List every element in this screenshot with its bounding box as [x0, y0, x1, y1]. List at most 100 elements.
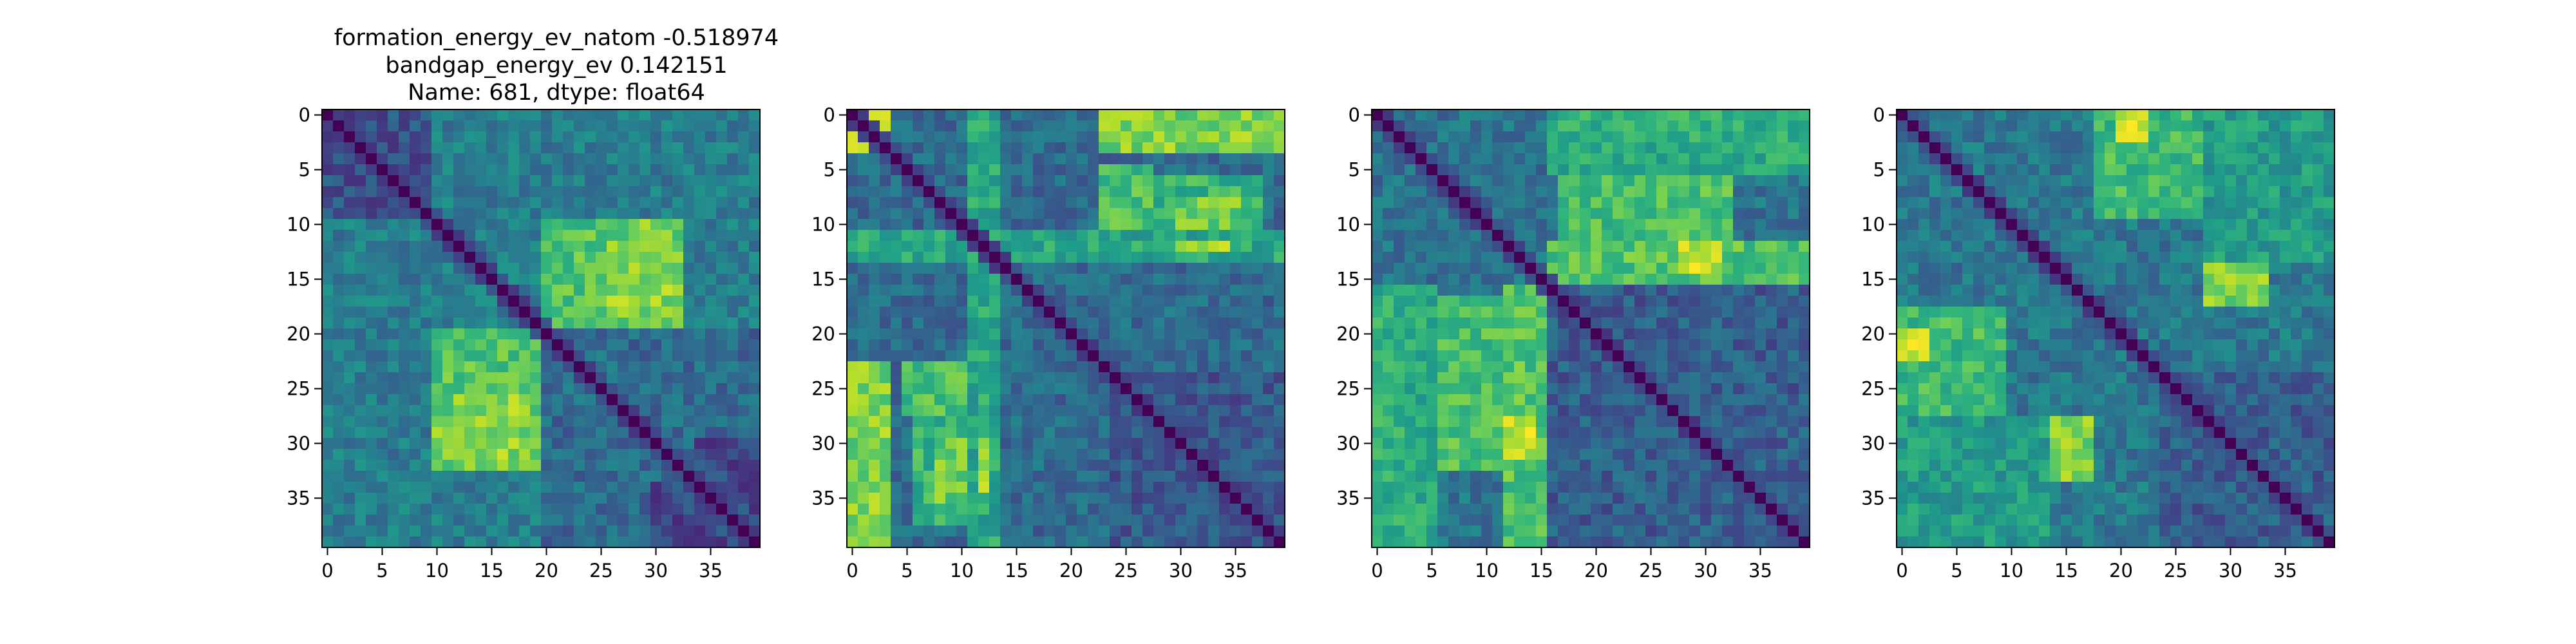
- heatmap-cell: [541, 274, 553, 285]
- heatmap-cell: [1372, 460, 1383, 471]
- heatmap-cell: [749, 131, 761, 143]
- heatmap-cell: [967, 317, 979, 329]
- heatmap-cell: [410, 405, 421, 417]
- heatmap-cell: [1448, 274, 1460, 285]
- heatmap-cell: [410, 460, 421, 471]
- heatmap-cell: [945, 230, 957, 242]
- heatmap-cell: [1153, 427, 1165, 439]
- heatmap-cell: [519, 526, 531, 537]
- heatmap-cell: [945, 219, 957, 231]
- heatmap-cell: [1700, 350, 1712, 362]
- heatmap-cell: [563, 438, 574, 450]
- heatmap-cell: [1547, 515, 1558, 526]
- heatmap-cell: [508, 493, 520, 504]
- heatmap-cell: [1252, 504, 1264, 515]
- heatmap-cell: [1580, 164, 1591, 176]
- heatmap-cell: [1033, 416, 1045, 428]
- heatmap-cell: [453, 263, 465, 274]
- heatmap-cell: [694, 296, 706, 307]
- heatmap-cell: [355, 186, 366, 198]
- heatmap-cell: [1011, 252, 1023, 263]
- heatmap-cell: [596, 197, 607, 209]
- heatmap-cell: [1252, 493, 1264, 504]
- heatmap-cell: [1645, 361, 1657, 373]
- heatmap-cell: [639, 109, 651, 121]
- heatmap-cell: [1405, 536, 1416, 548]
- heatmap-cell: [1492, 307, 1504, 318]
- heatmap-cell: [1722, 142, 1734, 154]
- heatmap-cell: [1230, 120, 1242, 132]
- heatmap-cell: [464, 416, 476, 428]
- heatmap-cell: [1405, 230, 1416, 242]
- heatmap-cell: [377, 131, 388, 143]
- heatmap-cell: [858, 164, 869, 176]
- heatmap-cell: [322, 383, 334, 395]
- heatmap-cell: [1536, 109, 1548, 121]
- heatmap-cell: [1459, 274, 1471, 285]
- heatmap-cell: [869, 504, 880, 515]
- heatmap-cell: [847, 460, 858, 471]
- heatmap-cell: [1033, 142, 1045, 154]
- heatmap-cell: [475, 317, 487, 329]
- heatmap-cell: [1755, 142, 1766, 154]
- heatmap-cell: [1219, 438, 1231, 450]
- heatmap-cell: [1481, 197, 1493, 209]
- heatmap-cell: [1208, 274, 1220, 285]
- heatmap-cell: [1777, 197, 1788, 209]
- heatmap-cell: [1602, 307, 1613, 318]
- heatmap-cell: [902, 339, 913, 351]
- heatmap-cell: [650, 296, 662, 307]
- heatmap-cell: [1219, 186, 1231, 198]
- heatmap-cell: [1066, 504, 1077, 515]
- heatmap-cell: [1492, 131, 1504, 143]
- heatmap-cell: [880, 449, 891, 460]
- heatmap-cell: [1263, 350, 1274, 362]
- heatmap-cell: [1492, 296, 1504, 307]
- heatmap-cell: [1416, 219, 1427, 231]
- heatmap-cell: [388, 317, 399, 329]
- heatmap-cell: [1077, 120, 1088, 132]
- heatmap-cell: [629, 416, 640, 428]
- heatmap-cell: [1536, 186, 1548, 198]
- heatmap-cell: [1940, 109, 1952, 121]
- heatmap-cell: [1088, 175, 1099, 187]
- heatmap-cell: [596, 164, 607, 176]
- heatmap-cell: [1132, 416, 1143, 428]
- heatmap-cell: [629, 219, 640, 231]
- heatmap-cell: [1777, 274, 1788, 285]
- heatmap-cell: [978, 307, 990, 318]
- heatmap-cell: [388, 296, 399, 307]
- heatmap-cell: [1613, 263, 1624, 274]
- heatmap-cell: [639, 438, 651, 450]
- heatmap-cell: [552, 296, 564, 307]
- heatmap-cell: [1230, 263, 1242, 274]
- heatmap-cell: [464, 383, 476, 395]
- heatmap-cell: [1689, 175, 1701, 187]
- heatmap-cell: [497, 186, 509, 198]
- heatmap-cell: [2126, 120, 2138, 132]
- heatmap-cell: [421, 482, 432, 493]
- heatmap-cell: [1426, 142, 1438, 154]
- heatmap-cell: [399, 471, 410, 482]
- heatmap-cell: [1132, 307, 1143, 318]
- heatmap-cell: [1252, 131, 1264, 143]
- heatmap-cell: [1066, 536, 1077, 548]
- heatmap-cell: [388, 339, 399, 351]
- heatmap-cell: [749, 427, 761, 439]
- heatmap-cell: [464, 219, 476, 231]
- heatmap-cell: [672, 131, 684, 143]
- heatmap-cell: [1416, 208, 1427, 220]
- heatmap-cell: [442, 307, 454, 318]
- heatmap-cell: [1755, 164, 1766, 176]
- heatmap-cell: [453, 416, 465, 428]
- heatmap-cell: [508, 361, 520, 373]
- heatmap-cell: [923, 307, 935, 318]
- heatmap-cell: [1788, 427, 1799, 439]
- heatmap-cell: [1503, 186, 1515, 198]
- heatmap-cell: [629, 186, 640, 198]
- heatmap-cell: [1142, 252, 1154, 263]
- heatmap-cell: [1426, 230, 1438, 242]
- heatmap-cell: [1426, 120, 1438, 132]
- heatmap-cell: [1263, 515, 1274, 526]
- y-tick-label: 35: [1336, 488, 1360, 509]
